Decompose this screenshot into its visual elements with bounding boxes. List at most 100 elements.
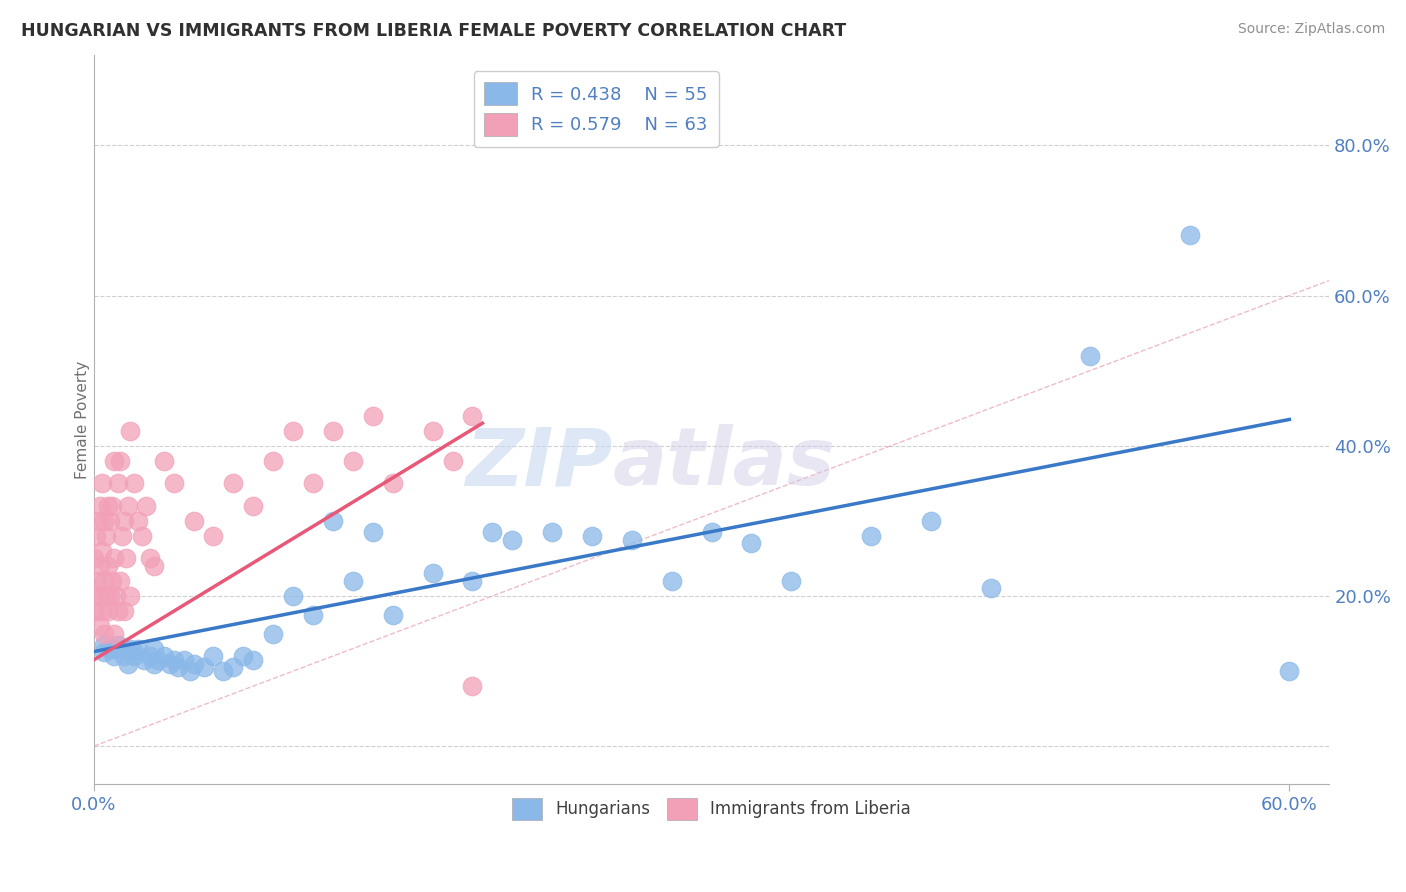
Point: [83, 551, 105, 566]
Point: [103, 454, 125, 468]
Point: [138, 551, 160, 566]
Point: [89, 558, 111, 573]
Text: HUNGARIAN VS IMMIGRANTS FROM LIBERIA FEMALE POVERTY CORRELATION CHART: HUNGARIAN VS IMMIGRANTS FROM LIBERIA FEM…: [21, 22, 846, 40]
Point: [142, 641, 165, 656]
Point: [118, 424, 141, 438]
Point: [93, 626, 115, 640]
Point: [112, 604, 135, 618]
Point: [103, 626, 125, 640]
Point: [135, 499, 157, 513]
Point: [780, 574, 803, 588]
Point: [101, 574, 124, 588]
Point: [112, 648, 135, 663]
Point: [112, 641, 135, 656]
Point: [111, 529, 134, 543]
Point: [90, 544, 112, 558]
Point: [283, 589, 305, 603]
Point: [461, 574, 484, 588]
Point: [481, 525, 503, 540]
Point: [101, 499, 124, 513]
Point: [89, 619, 111, 633]
Point: [90, 604, 112, 618]
Point: [581, 529, 603, 543]
Point: [283, 424, 305, 438]
Point: [342, 574, 364, 588]
Point: [202, 529, 225, 543]
Legend: Hungarians, Immigrants from Liberia: Hungarians, Immigrants from Liberia: [505, 792, 918, 826]
Point: [541, 525, 564, 540]
Point: [108, 454, 131, 468]
Point: [661, 574, 683, 588]
Point: [107, 638, 129, 652]
Text: Source: ZipAtlas.com: Source: ZipAtlas.com: [1237, 22, 1385, 37]
Point: [461, 409, 484, 423]
Point: [1078, 349, 1101, 363]
Point: [112, 514, 135, 528]
Text: ZIP: ZIP: [465, 425, 613, 502]
Point: [98, 641, 121, 656]
Point: [107, 604, 129, 618]
Point: [103, 641, 125, 656]
Point: [422, 424, 444, 438]
Point: [122, 648, 145, 663]
Y-axis label: Female Poverty: Female Poverty: [76, 360, 90, 479]
Point: [222, 660, 245, 674]
Point: [93, 574, 115, 588]
Point: [162, 476, 184, 491]
Point: [183, 514, 205, 528]
Point: [422, 566, 444, 581]
Point: [107, 476, 129, 491]
Point: [132, 653, 155, 667]
Point: [1278, 664, 1301, 678]
Text: atlas: atlas: [613, 425, 835, 502]
Point: [501, 533, 523, 547]
Point: [193, 660, 215, 674]
Point: [146, 653, 169, 667]
Point: [212, 664, 235, 678]
Point: [222, 476, 245, 491]
Point: [94, 589, 117, 603]
Point: [980, 582, 1002, 596]
Point: [118, 589, 141, 603]
Point: [127, 514, 149, 528]
Point: [322, 424, 344, 438]
Point: [173, 653, 195, 667]
Point: [700, 525, 723, 540]
Point: [127, 641, 149, 656]
Point: [98, 514, 121, 528]
Point: [83, 589, 105, 603]
Point: [93, 645, 115, 659]
Point: [152, 454, 174, 468]
Point: [262, 626, 284, 640]
Point: [87, 514, 110, 528]
Point: [322, 514, 344, 528]
Point: [162, 653, 184, 667]
Point: [183, 657, 205, 671]
Point: [361, 525, 384, 540]
Point: [159, 657, 181, 671]
Point: [122, 645, 145, 659]
Point: [232, 648, 254, 663]
Point: [84, 574, 107, 588]
Point: [90, 476, 112, 491]
Point: [620, 533, 643, 547]
Point: [104, 589, 127, 603]
Point: [202, 648, 225, 663]
Point: [441, 454, 464, 468]
Point: [142, 657, 165, 671]
Point: [131, 529, 153, 543]
Point: [142, 558, 165, 573]
Point: [89, 499, 111, 513]
Point: [138, 648, 160, 663]
Point: [87, 589, 110, 603]
Point: [114, 551, 136, 566]
Point: [117, 657, 139, 671]
Point: [166, 660, 188, 674]
Point: [342, 454, 364, 468]
Point: [97, 604, 120, 618]
Point: [94, 529, 117, 543]
Point: [103, 648, 125, 663]
Point: [97, 499, 120, 513]
Point: [117, 499, 139, 513]
Point: [740, 536, 762, 550]
